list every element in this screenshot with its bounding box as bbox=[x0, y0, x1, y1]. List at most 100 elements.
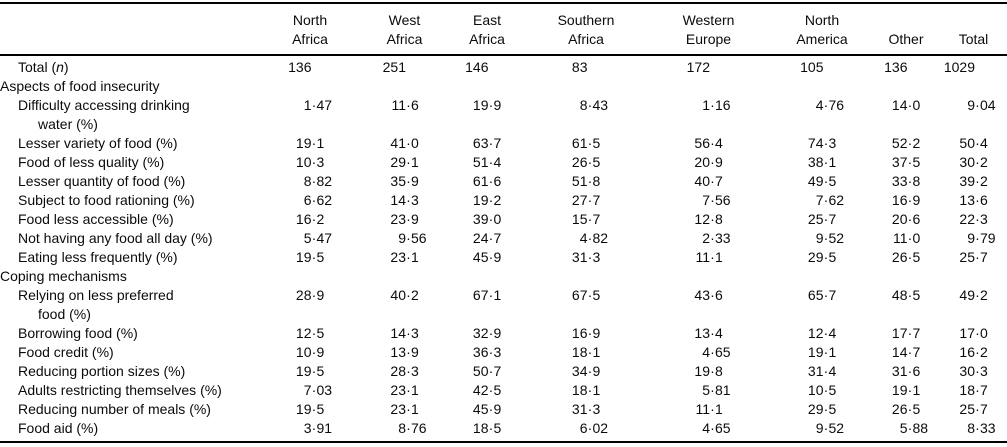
value-integer-part: 29 bbox=[807, 401, 824, 417]
value-cell: 5 · 47 bbox=[258, 229, 362, 248]
value-fraction-part: 33 bbox=[980, 420, 996, 436]
value-cell: 19 · 5 bbox=[258, 400, 362, 419]
value-fraction-part: 5 bbox=[592, 287, 601, 303]
value-integer-part: 67 bbox=[472, 287, 489, 303]
value-cell: 23 · 1 bbox=[362, 381, 447, 400]
value-integer-part: 36 bbox=[472, 344, 489, 360]
value-fraction-part: 65 bbox=[715, 420, 731, 436]
row-label-part: Total ( bbox=[18, 59, 57, 75]
value-integer-part: 5 bbox=[702, 382, 710, 398]
table-row: Eating less frequently (%) 19 · 5 23 · 1 45 · 9 31… bbox=[0, 248, 1007, 267]
value-fraction-part: 5 bbox=[316, 249, 325, 265]
value-integer-part: 2 bbox=[702, 230, 710, 246]
value-integer-part: 11 bbox=[391, 97, 406, 113]
decimal-separator: · bbox=[823, 135, 829, 151]
value-cell: 52 · 2 bbox=[872, 134, 940, 153]
column-header: Other bbox=[872, 11, 940, 49]
value-cell: 34 · 9 bbox=[527, 362, 645, 381]
row-label-line: Adults restricting themselves (%) bbox=[18, 382, 222, 398]
value-fraction-part: 5 bbox=[592, 135, 601, 151]
value-cell: 45 · 9 bbox=[447, 400, 527, 419]
decimal-separator: · bbox=[311, 135, 317, 151]
value-integer-part: 51 bbox=[571, 173, 588, 189]
value-fraction-part: 56 bbox=[715, 192, 731, 208]
table-row: Food credit (%) 10 · 9 13 · 9 36 · 3 18 · 1 4 · 65 19 · 1 1… bbox=[0, 343, 1007, 362]
decimal-separator: · bbox=[587, 249, 593, 265]
column-header: North Africa bbox=[258, 11, 362, 49]
row-label: Total (n) bbox=[0, 58, 258, 77]
decimal-separator: · bbox=[311, 363, 317, 379]
column-header-line: Africa bbox=[292, 31, 328, 47]
row-label: Not having any food all day (%) bbox=[0, 229, 258, 248]
value-integer-part: 14 bbox=[390, 192, 406, 208]
row-label: Reducing number of meals (%) bbox=[0, 400, 258, 419]
row-label-line: Lesser quantity of food (%) bbox=[18, 173, 186, 189]
bottom-rule bbox=[0, 441, 1007, 443]
column-header: East Africa bbox=[447, 11, 527, 49]
value-fraction-part: 02 bbox=[592, 420, 609, 436]
decimal-separator: · bbox=[587, 325, 593, 341]
row-label-line: Food credit (%) bbox=[18, 344, 114, 360]
decimal-separator: · bbox=[710, 173, 715, 189]
value-integer-part: 12 bbox=[295, 325, 312, 341]
value-cell: 45 · 9 bbox=[447, 248, 527, 267]
row-label-line: Eating less frequently (%) bbox=[18, 249, 178, 265]
value-cell: 40 · 2 bbox=[362, 286, 447, 324]
decimal-separator: · bbox=[710, 249, 715, 265]
value-integer-part: 6 bbox=[303, 192, 312, 208]
decimal-separator: · bbox=[710, 97, 715, 113]
value-integer-part: 45 bbox=[472, 249, 489, 265]
value-cell: 65 · 7 bbox=[772, 286, 872, 324]
value-integer-part: 26 bbox=[891, 249, 908, 265]
value-integer-part: 17 bbox=[959, 325, 975, 341]
value-cell: 61 · 6 bbox=[447, 172, 527, 191]
decimal-separator: · bbox=[975, 192, 980, 208]
decimal-separator: · bbox=[406, 192, 411, 208]
column-header-line: Africa bbox=[469, 31, 505, 47]
value-cell: 38 · 1 bbox=[772, 153, 872, 172]
value-fraction-part: 4 bbox=[980, 135, 988, 151]
value-fraction-part: 5 bbox=[828, 401, 837, 417]
value-fraction-part: 6 bbox=[912, 211, 921, 227]
value-integer-part: 83 bbox=[571, 59, 588, 75]
table-row: Adults restricting themselves (%) 7 · 03 23 ·… bbox=[0, 381, 1007, 400]
value-fraction-part: 82 bbox=[316, 173, 333, 189]
value-fraction-part: 4 bbox=[828, 363, 837, 379]
value-integer-part: 43 bbox=[694, 287, 710, 303]
value-integer-part: 30 bbox=[959, 154, 975, 170]
row-label-line: Reducing number of meals (%) bbox=[18, 401, 211, 417]
value-integer-part: 11 bbox=[695, 249, 710, 265]
decimal-separator: · bbox=[907, 363, 913, 379]
decimal-separator: · bbox=[710, 135, 715, 151]
value-cell: 26 · 5 bbox=[872, 400, 940, 419]
value-fraction-part: 52 bbox=[828, 230, 845, 246]
column-header: North America bbox=[772, 11, 872, 49]
value-integer-part: 4 bbox=[702, 344, 710, 360]
top-rule bbox=[0, 2, 1007, 4]
decimal-separator: · bbox=[587, 97, 593, 113]
value-integer-part: 25 bbox=[959, 401, 975, 417]
value-fraction-part: 7 bbox=[592, 192, 601, 208]
decimal-separator: · bbox=[587, 382, 593, 398]
table-row: Food less accessible (%) 16 · 2 23 · 9 39 · 0 15 · 7… bbox=[0, 210, 1007, 229]
column-header-line: North bbox=[804, 12, 840, 28]
row-label: Coping mechanisms bbox=[0, 267, 258, 286]
decimal-separator: · bbox=[587, 154, 593, 170]
value-integer-part: 52 bbox=[891, 135, 908, 151]
value-integer-part: 19 bbox=[807, 344, 824, 360]
decimal-separator: · bbox=[406, 401, 411, 417]
decimal-separator: · bbox=[488, 249, 494, 265]
column-header: West Africa bbox=[362, 11, 447, 49]
decimal-separator: · bbox=[823, 97, 829, 113]
value-integer-part: 23 bbox=[390, 382, 406, 398]
value-fraction-part: 7 bbox=[980, 249, 988, 265]
value-integer-part: 5 bbox=[899, 420, 908, 436]
value-integer-part: 45 bbox=[472, 401, 489, 417]
decimal-separator: · bbox=[488, 344, 494, 360]
value-integer-part: 18 bbox=[959, 382, 975, 398]
value-cell: 83 bbox=[527, 58, 645, 77]
value-integer-part: 13 bbox=[390, 344, 406, 360]
value-fraction-part: 2 bbox=[980, 287, 988, 303]
table-row: Food aid (%) 3 · 91 8 · 76 18 · 5 6 · 02 4 · 65 9 · 52 5 · 88… bbox=[0, 419, 1007, 438]
value-cell: 36 · 3 bbox=[447, 343, 527, 362]
